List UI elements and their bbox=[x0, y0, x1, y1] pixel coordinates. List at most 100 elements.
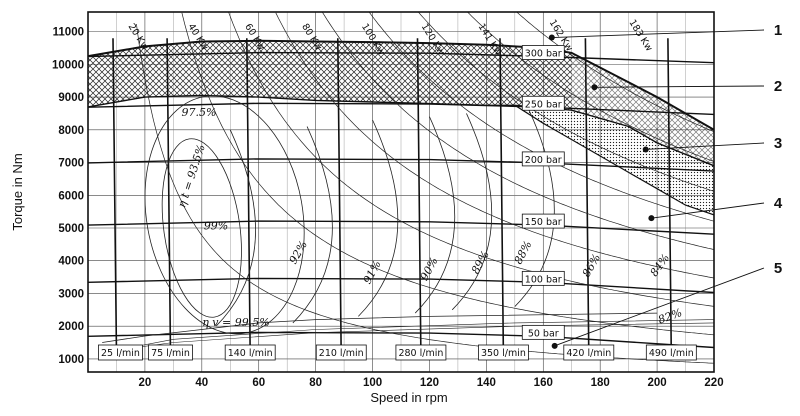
y-tick-label: 4000 bbox=[58, 256, 84, 268]
callout-leader bbox=[551, 29, 765, 38]
flow-label-box bbox=[148, 344, 193, 361]
vol-eff-contour-small bbox=[105, 319, 714, 353]
callout-number: 4 bbox=[774, 195, 783, 212]
efficiency-label: 99% bbox=[204, 220, 228, 233]
x-tick-label: 40 bbox=[195, 377, 208, 389]
callout-number: 5 bbox=[774, 260, 782, 277]
efficiency-label: 92% bbox=[287, 239, 310, 267]
total-eff-contour bbox=[451, 113, 493, 311]
flow-label: 75 l/min bbox=[151, 348, 190, 359]
hatched-zone-right bbox=[571, 52, 714, 166]
flow-line bbox=[166, 38, 172, 356]
pressure-label: 250 bar bbox=[525, 99, 562, 110]
pressure-label-box bbox=[521, 95, 565, 111]
dotted-zone bbox=[514, 105, 714, 215]
x-tick-label: 180 bbox=[591, 377, 610, 389]
flow-label-box bbox=[645, 344, 697, 361]
flow-line bbox=[337, 38, 342, 356]
flow-label: 140 l/min bbox=[228, 348, 273, 359]
flow-label: 420 l/min bbox=[566, 348, 611, 359]
flow-line bbox=[246, 38, 251, 356]
pressure-label: 100 bar bbox=[525, 274, 562, 285]
y-tick-label: 11000 bbox=[53, 27, 84, 39]
callout-dot bbox=[591, 84, 598, 91]
x-tick-label: 100 bbox=[363, 377, 382, 389]
power-curve bbox=[181, 12, 714, 336]
pressure-line bbox=[88, 158, 714, 172]
flow-label: 210 l/min bbox=[319, 348, 364, 359]
power-curve bbox=[321, 12, 714, 250]
pressure-label: 200 bar bbox=[525, 155, 562, 166]
callout-dot bbox=[548, 34, 555, 41]
pressure-label-box bbox=[521, 213, 565, 229]
total-eff-contour bbox=[215, 129, 256, 327]
flow-line bbox=[112, 38, 118, 356]
pressure-label-box bbox=[521, 151, 565, 167]
y-tick-label: 3000 bbox=[58, 288, 84, 300]
y-tick-label: 7000 bbox=[58, 158, 84, 170]
max-torque-curve bbox=[88, 39, 714, 131]
flow-label-box bbox=[98, 344, 143, 361]
pressure-label: 150 bar bbox=[525, 217, 562, 228]
efficiency-label: η v = 99.5% bbox=[202, 316, 269, 329]
pressure-line bbox=[88, 51, 714, 64]
efficiency-label: 86% bbox=[580, 252, 603, 280]
flow-line bbox=[667, 38, 673, 356]
pressure-label-box bbox=[521, 45, 565, 60]
total-eff-contour bbox=[414, 116, 456, 314]
pressure-label-box bbox=[521, 270, 565, 286]
efficiency-label: 91% bbox=[361, 258, 384, 286]
y-tick-label: 2000 bbox=[58, 321, 84, 333]
callout-leader bbox=[594, 85, 765, 88]
flow-label: 490 l/min bbox=[649, 348, 694, 359]
flow-line bbox=[499, 38, 505, 356]
speed-limit-curve bbox=[514, 104, 714, 216]
power-label: 183 Kw bbox=[626, 18, 654, 54]
x-tick-label: 120 bbox=[420, 377, 439, 389]
y-tick-label: 1000 bbox=[58, 354, 84, 366]
efficiency-label: 97.5% bbox=[181, 106, 216, 119]
efficiency-label: η t = 93.5% bbox=[175, 143, 208, 209]
x-tick-label: 80 bbox=[309, 377, 322, 389]
pressure-label: 300 bar bbox=[525, 49, 562, 60]
x-tick-label: 160 bbox=[534, 377, 553, 389]
callout-number: 3 bbox=[774, 135, 782, 152]
pressure-label-box bbox=[521, 324, 565, 340]
power-curve bbox=[516, 12, 714, 133]
x-tick-label: 140 bbox=[477, 377, 496, 389]
y-tick-label: 5000 bbox=[58, 223, 84, 235]
pressure-line bbox=[88, 102, 714, 116]
pressure-line bbox=[88, 220, 714, 235]
power-curve bbox=[466, 12, 714, 162]
total-eff-contour bbox=[358, 119, 399, 317]
flow-label-box bbox=[224, 344, 276, 361]
flow-line bbox=[416, 38, 422, 356]
pressure-line bbox=[88, 277, 714, 294]
pressure-line bbox=[88, 331, 714, 349]
y-tick-label: 8000 bbox=[58, 125, 84, 137]
efficiency-label: 84% bbox=[648, 252, 673, 279]
callout-dot bbox=[551, 342, 558, 349]
power-curve bbox=[275, 12, 714, 279]
flow-label-box bbox=[395, 344, 447, 361]
flow-label-box bbox=[478, 344, 529, 361]
callout-number: 1 bbox=[774, 22, 782, 39]
x-tick-label: 20 bbox=[139, 377, 152, 389]
x-tick-label: 60 bbox=[252, 377, 265, 389]
plot-frame bbox=[87, 11, 715, 373]
vol-eff-contour bbox=[102, 312, 658, 343]
flow-label-box bbox=[563, 344, 615, 361]
flow-label: 280 l/min bbox=[398, 348, 443, 359]
callout-leader bbox=[651, 202, 765, 219]
total-eff-contour bbox=[292, 126, 333, 324]
power-curve bbox=[417, 12, 714, 192]
callout-leader bbox=[554, 267, 765, 347]
y-tick-label: 9000 bbox=[58, 92, 84, 104]
y-tick-label: 10000 bbox=[52, 59, 84, 71]
flow-label: 350 l/min bbox=[481, 348, 526, 359]
hatched-zone bbox=[88, 40, 572, 111]
pressure-label: 50 bar bbox=[528, 328, 559, 339]
efficiency-label: 88% bbox=[512, 239, 535, 267]
callout-dot bbox=[642, 146, 649, 153]
